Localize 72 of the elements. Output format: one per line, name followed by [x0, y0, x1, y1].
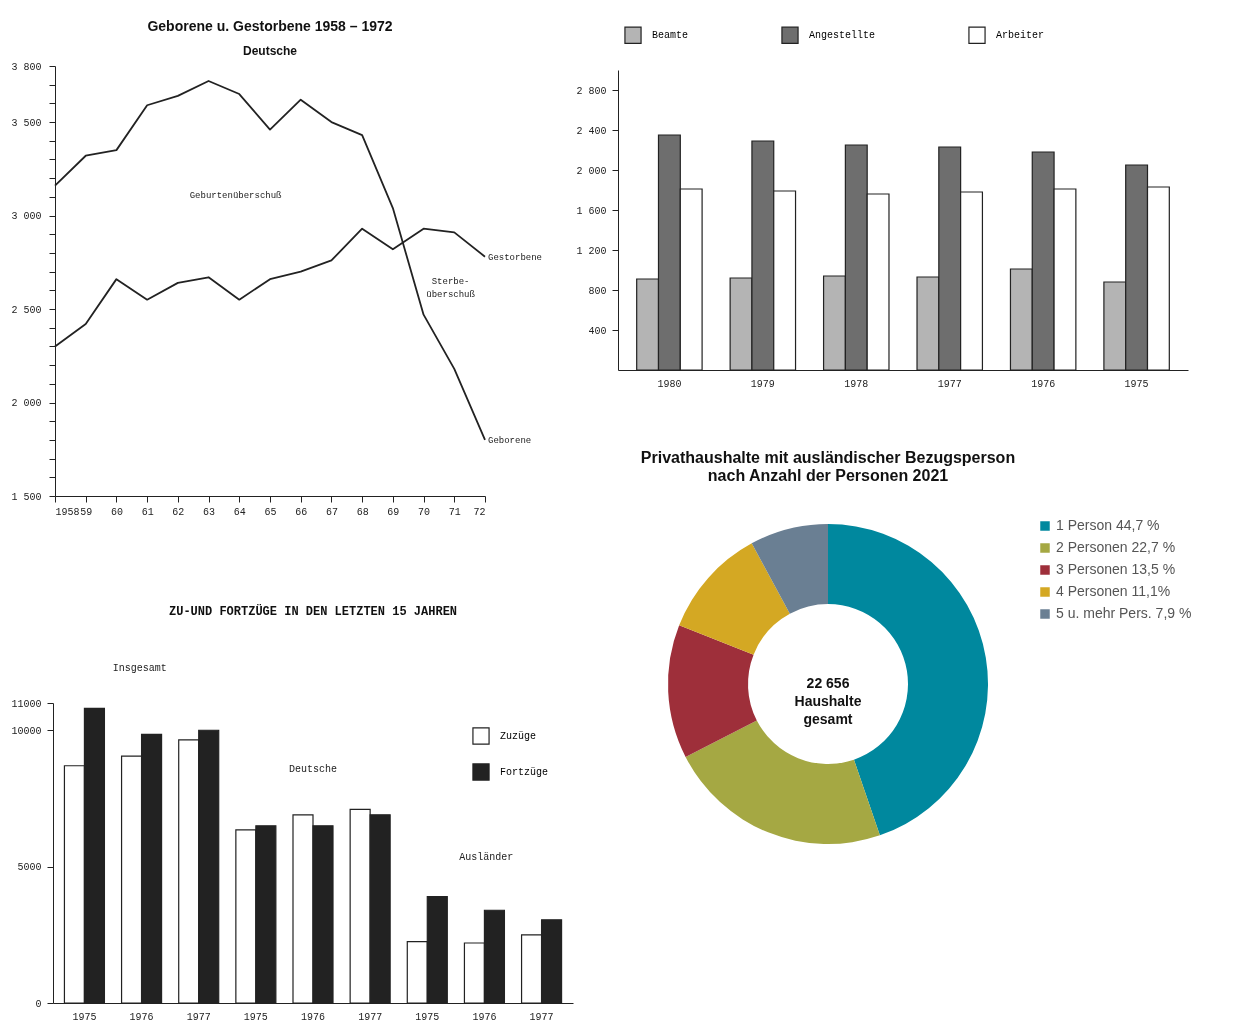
x-tick-label: 61 [141, 506, 154, 518]
x-tick-label: 1976 [472, 1011, 497, 1023]
x-tick-label: 72 [473, 506, 486, 518]
x-tick-label: 1976 [300, 1011, 326, 1023]
legend-label: Arbeiter [996, 30, 1045, 42]
x-tick-label: 1979 [750, 378, 775, 390]
chart-subtitle: Deutsche [242, 44, 298, 58]
annotation: Ausländer [459, 851, 514, 863]
x-tick-label: 1975 [1124, 378, 1149, 390]
chart-title: ZU-UND FORTZÜGE IN DEN LETZTEN 15 JAHREN [168, 603, 458, 620]
series-label: Gestorbene [488, 252, 543, 263]
y-tick-label: 1 600 [576, 205, 607, 217]
x-tick-label: 1978 [844, 378, 869, 390]
donut-slice [751, 524, 828, 614]
y-tick-label: 2 000 [11, 398, 42, 410]
legend-label: 4 Personen 11,1% [1056, 583, 1171, 599]
y-tick-label: 1 500 [11, 491, 42, 503]
x-tick-label: 65 [264, 506, 277, 518]
legend-label: Beamte [652, 30, 689, 42]
donut-slice [679, 543, 790, 655]
y-tick-label: 1 200 [576, 245, 607, 257]
x-tick-label: 66 [295, 506, 308, 518]
x-tick-label: 62 [172, 506, 185, 518]
legend-label: 3 Personen 13,5 % [1056, 561, 1176, 577]
legend-label: Zuzüge [500, 731, 537, 742]
y-tick-label: 2 000 [576, 165, 607, 177]
chart-title: Geborene u. Gestorbene 1958 – 1972 [147, 18, 393, 34]
y-tick-label: 0 [35, 998, 42, 1010]
annotation: Sterbe- überschuß [426, 277, 476, 300]
x-tick-label: 63 [203, 506, 216, 518]
x-tick-label: 67 [325, 506, 338, 518]
y-tick-label: 2 500 [11, 304, 42, 316]
donut-slice [668, 625, 757, 757]
x-tick-label: 1977 [186, 1011, 211, 1023]
x-tick-label: 69 [387, 506, 400, 518]
text: 22 656 Haushalte gesamt [794, 675, 862, 727]
legend-label: 5 u. mehr Pers. 7,9 % [1056, 605, 1192, 621]
legend-label: Angestellte [809, 30, 876, 42]
x-tick-label: 1977 [529, 1011, 554, 1023]
x-tick-label: 1975 [243, 1011, 268, 1023]
annotation: Deutsche [288, 764, 338, 776]
y-tick-label: 400 [588, 325, 607, 337]
y-tick-label: 11000 [11, 698, 42, 710]
y-tick-label: 2 800 [576, 85, 607, 97]
x-tick-label: 1975 [415, 1011, 440, 1023]
x-tick-label: 1980 [657, 378, 682, 390]
x-tick-label: 64 [233, 506, 246, 518]
y-tick-label: 3 500 [11, 117, 42, 129]
x-tick-label: 1977 [937, 378, 962, 390]
text: Insgesamt [112, 663, 167, 675]
x-tick-label: 1977 [358, 1011, 383, 1023]
y-tick-label: 2 400 [576, 125, 607, 137]
x-tick-label: 1976 [1031, 378, 1056, 390]
annotation: Geburtenüberschuß [189, 191, 283, 201]
x-tick-label: 60 [110, 506, 123, 518]
chart-title: Privathaushalte mit ausländischer Bezugsperson nach Anzahl der Personen 2021 [640, 449, 1016, 484]
y-tick-label: 3 000 [11, 211, 42, 223]
x-tick-label: 1976 [129, 1011, 154, 1023]
legend-label: 2 Personen 22,7 % [1056, 539, 1176, 555]
x-tick-label: 70 [418, 506, 431, 518]
series-label: Geborene [488, 435, 532, 446]
y-tick-label: 800 [588, 285, 607, 297]
x-tick-label: 1975 [72, 1011, 97, 1023]
y-tick-label: 3 800 [11, 61, 42, 73]
y-tick-label: 5000 [17, 862, 42, 874]
legend-label: 1 Person 44,7 % [1056, 517, 1160, 533]
y-tick-label: 10000 [11, 725, 42, 737]
x-tick-label: 59 [80, 506, 93, 518]
x-tick-label: 71 [448, 506, 461, 518]
legend-label: Fortzüge [500, 767, 549, 778]
x-tick-label: 1958 [55, 506, 80, 518]
x-tick-label: 68 [356, 506, 369, 518]
